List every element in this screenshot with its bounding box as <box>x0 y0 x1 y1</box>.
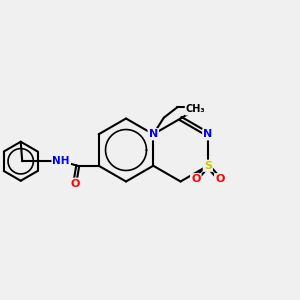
Text: O: O <box>191 174 200 184</box>
Text: NH: NH <box>52 156 70 166</box>
Text: N: N <box>149 129 158 139</box>
Text: O: O <box>70 179 80 189</box>
Text: O: O <box>215 174 224 184</box>
Text: S: S <box>204 161 212 171</box>
Text: N: N <box>203 129 212 139</box>
Text: CH₃: CH₃ <box>186 104 206 115</box>
